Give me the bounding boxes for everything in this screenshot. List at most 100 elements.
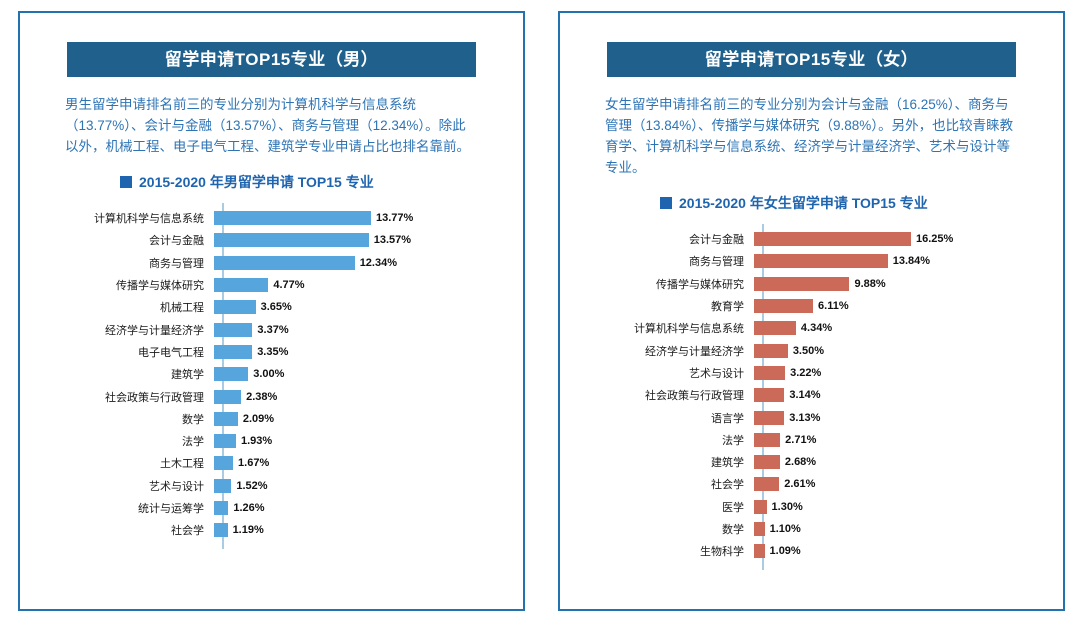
- bar-value-label: 3.13%: [789, 411, 821, 424]
- bar-track: 3.65%: [214, 296, 523, 318]
- bar-value-label: 4.34%: [800, 322, 833, 335]
- bar-category-label: 机械工程: [160, 302, 204, 315]
- bar: [214, 523, 228, 538]
- bar: [214, 411, 238, 426]
- chart-row: 电子电气工程 3.35%: [20, 341, 523, 363]
- chart-row: 土木工程 1.67%: [20, 452, 523, 474]
- chart-row: 社会学 2.61%: [560, 473, 1063, 495]
- chart-row: 艺术与设计 1.52%: [20, 475, 523, 497]
- chart-row: 社会学 1.19%: [20, 519, 523, 541]
- bar: [214, 278, 269, 293]
- bar-category-label: 商务与管理: [689, 256, 744, 269]
- bar-category-label: 传播学与媒体研究: [116, 280, 204, 293]
- bar-value-label: 3.50%: [792, 344, 825, 357]
- panel-header-title: 留学申请TOP15专业（女）: [704, 50, 919, 69]
- bar-category-label: 生物科学: [700, 546, 744, 559]
- bar: [214, 456, 234, 471]
- bar: [214, 300, 256, 315]
- bar-category-label: 教育学: [711, 301, 744, 314]
- chart-row: 经济学与计量经济学 3.50%: [560, 339, 1063, 361]
- bar-track: 3.37%: [214, 318, 523, 340]
- bar-category-label: 艺术与设计: [689, 367, 744, 380]
- bar: [754, 477, 780, 492]
- bar-category-label: 艺术与设计: [149, 480, 204, 493]
- bar-value-label: 1.93%: [241, 435, 273, 448]
- bar-track: 2.61%: [754, 473, 1063, 495]
- chart-row: 数学 1.10%: [560, 518, 1063, 540]
- chart-row: 教育学 6.11%: [560, 295, 1063, 317]
- bar: [754, 544, 765, 559]
- bar-chart-male: 计算机科学与信息系统 13.77% 会计与金融 13.57% 商务与管理 12.34% 传播…: [20, 203, 523, 550]
- chart-row: 建筑学 2.68%: [560, 451, 1063, 473]
- bar-category-label: 会计与金融: [149, 235, 204, 248]
- chart-row: 计算机科学与信息系统 4.34%: [560, 317, 1063, 339]
- chart-row: 经济学与计量经济学 3.37%: [20, 318, 523, 340]
- chart-title-text: 2015-2020 年男留学申请 TOP15 专业: [139, 174, 374, 190]
- chart-row: 语言学 3.13%: [560, 406, 1063, 428]
- bar-category-label: 统计与运筹学: [138, 503, 204, 515]
- bar-value-label: 3.37%: [257, 323, 289, 336]
- panel-header-title: 留学申请TOP15专业（男）: [164, 50, 379, 69]
- bar-track: 13.77%: [214, 207, 523, 229]
- chart-row: 传播学与媒体研究 9.88%: [560, 273, 1063, 295]
- bar-value-label: 4.77%: [273, 279, 305, 292]
- chart-row: 计算机科学与信息系统 13.77%: [20, 207, 523, 229]
- bar-category-label: 土木工程: [160, 458, 204, 471]
- bar-category-label: 计算机科学与信息系统: [94, 213, 204, 226]
- bar-track: 9.88%: [754, 273, 1063, 295]
- chart-row: 法学 2.71%: [560, 429, 1063, 451]
- bar-value-label: 1.30%: [771, 500, 803, 513]
- bar: [754, 276, 850, 291]
- bar: [754, 321, 796, 336]
- bar-track: 3.13%: [754, 406, 1063, 428]
- bar-value-label: 2.71%: [785, 433, 817, 446]
- chart-row: 艺术与设计 3.22%: [560, 362, 1063, 384]
- bar-value-label: 12.34%: [359, 256, 397, 269]
- bar: [754, 343, 788, 358]
- bar: [754, 455, 780, 470]
- bar-category-label: 法学: [722, 434, 744, 447]
- panel-header-female: 留学申请TOP15专业（女）: [607, 42, 1016, 77]
- panel-header-male: 留学申请TOP15专业（男）: [67, 42, 476, 77]
- chart-row: 会计与金融 13.57%: [20, 229, 523, 251]
- bar-value-label: 1.52%: [236, 479, 268, 492]
- chart-row: 商务与管理 12.34%: [20, 252, 523, 274]
- bar-track: 1.52%: [214, 475, 523, 497]
- bar-value-label: 13.57%: [373, 234, 412, 247]
- chart-row: 社会政策与行政管理 3.14%: [560, 384, 1063, 406]
- chart-title-female: 2015-2020 年女生留学申请 TOP15 专业: [660, 193, 1063, 213]
- bar-track: 3.00%: [214, 363, 523, 385]
- bar: [754, 522, 765, 536]
- bar-category-label: 经济学与计量经济学: [645, 345, 744, 358]
- bar-category-label: 数学: [182, 413, 204, 426]
- bar-category-label: 建筑学: [711, 457, 744, 470]
- bar-category-label: 语言学: [711, 412, 744, 425]
- panel-female: 留学申请TOP15专业（女） 女生留学申请排名前三的专业分别为会计与金融（16.…: [558, 11, 1065, 611]
- bar: [754, 299, 814, 314]
- bar-value-label: 1.26%: [233, 502, 265, 514]
- bar-track: 2.68%: [754, 451, 1063, 473]
- bar-category-label: 传播学与媒体研究: [656, 278, 744, 291]
- bar-track: 1.67%: [214, 452, 523, 474]
- chart-row: 统计与运筹学 1.26%: [20, 497, 523, 519]
- bar-value-label: 13.84%: [892, 255, 931, 268]
- chart-row: 传播学与媒体研究 4.77%: [20, 274, 523, 296]
- bar-value-label: 3.14%: [789, 389, 821, 402]
- bar-track: 3.35%: [214, 341, 523, 363]
- chart-row: 生物科学 1.09%: [560, 540, 1063, 562]
- bar-category-label: 电子电气工程: [138, 346, 204, 359]
- bar-category-label: 数学: [722, 524, 744, 536]
- bar: [754, 410, 785, 425]
- bar: [754, 499, 767, 514]
- bar-chart-female: 会计与金融 16.25% 商务与管理 13.84% 传播学与媒体研究 9.88% 教育学 6.…: [560, 224, 1063, 571]
- bar-value-label: 16.25%: [916, 233, 954, 246]
- bar-category-label: 医学: [722, 501, 744, 514]
- bar: [214, 434, 236, 449]
- bar-track: 3.50%: [754, 339, 1063, 361]
- bar-track: 13.84%: [754, 250, 1063, 272]
- bar-value-label: 2.68%: [784, 456, 817, 469]
- bar: [214, 478, 232, 493]
- bar-value-label: 1.09%: [769, 545, 801, 558]
- bar-value-label: 2.38%: [246, 390, 278, 403]
- chart-row: 机械工程 3.65%: [20, 296, 523, 318]
